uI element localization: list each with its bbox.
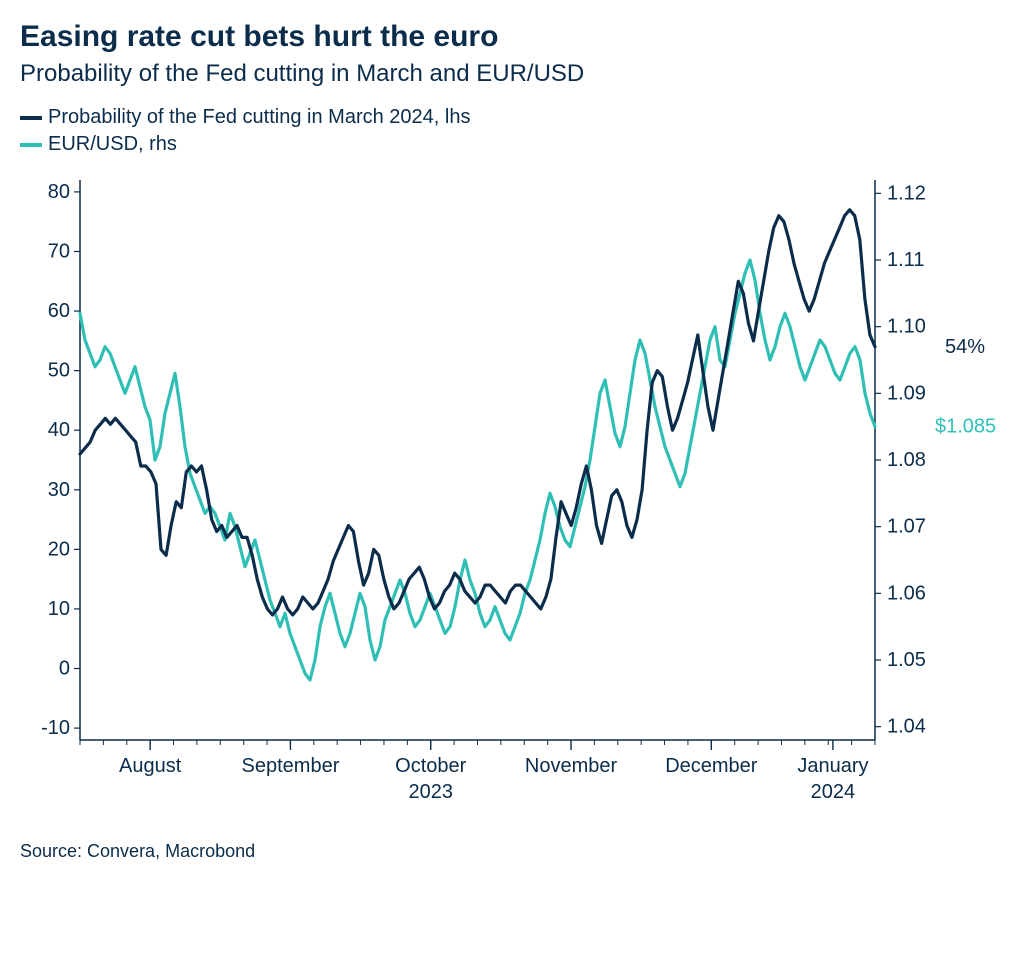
svg-text:60: 60 (48, 300, 70, 322)
legend-item-1: Probability of the Fed cutting in March … (20, 106, 1004, 129)
svg-text:1.05: 1.05 (887, 649, 926, 671)
svg-text:2023: 2023 (408, 781, 453, 803)
svg-text:1.04: 1.04 (887, 716, 926, 738)
svg-text:1.09: 1.09 (887, 382, 926, 404)
svg-text:1.06: 1.06 (887, 582, 926, 604)
svg-text:January: January (797, 755, 868, 777)
svg-text:October: October (395, 755, 466, 777)
svg-text:1.08: 1.08 (887, 449, 926, 471)
chart: -10 0 10 20 30 40 50 60 70 80 1.04 1.05 1.06 1.07 1.08… (20, 160, 1004, 835)
chart-svg: -10 0 10 20 30 40 50 60 70 80 1.04 1.05 1.06 1.07 1.08… (20, 160, 1000, 830)
svg-text:November: November (525, 755, 618, 777)
svg-text:1.12: 1.12 (887, 182, 926, 204)
svg-text:80: 80 (48, 181, 70, 203)
series-fed-prob (80, 210, 875, 615)
svg-text:20: 20 (48, 538, 70, 560)
svg-text:December: December (665, 755, 758, 777)
chart-subtitle: Probability of the Fed cutting in March … (20, 60, 1004, 88)
legend-label-1: Probability of the Fed cutting in March … (48, 106, 470, 129)
svg-text:1.10: 1.10 (887, 316, 926, 338)
svg-text:1.07: 1.07 (887, 516, 926, 538)
svg-text:10: 10 (48, 598, 70, 620)
legend-swatch-2 (20, 143, 42, 147)
legend-swatch-1 (20, 116, 42, 120)
legend-label-2: EUR/USD, rhs (48, 133, 177, 156)
svg-text:-10: -10 (41, 717, 70, 739)
svg-text:30: 30 (48, 479, 70, 501)
svg-text:September: September (242, 755, 340, 777)
svg-text:2024: 2024 (811, 781, 856, 803)
svg-text:August: August (119, 755, 182, 777)
source-label: Source: Convera, Macrobond (20, 841, 1004, 862)
svg-text:50: 50 (48, 360, 70, 382)
legend: Probability of the Fed cutting in March … (20, 106, 1004, 156)
svg-text:1.11: 1.11 (887, 249, 924, 271)
end-label-eurusd: $1.085 (935, 416, 996, 438)
chart-title: Easing rate cut bets hurt the euro (20, 20, 1004, 54)
svg-text:70: 70 (48, 240, 70, 262)
legend-item-2: EUR/USD, rhs (20, 133, 1004, 156)
end-label-fed-prob: 54% (945, 336, 985, 358)
svg-text:0: 0 (59, 658, 70, 680)
svg-text:40: 40 (48, 419, 70, 441)
